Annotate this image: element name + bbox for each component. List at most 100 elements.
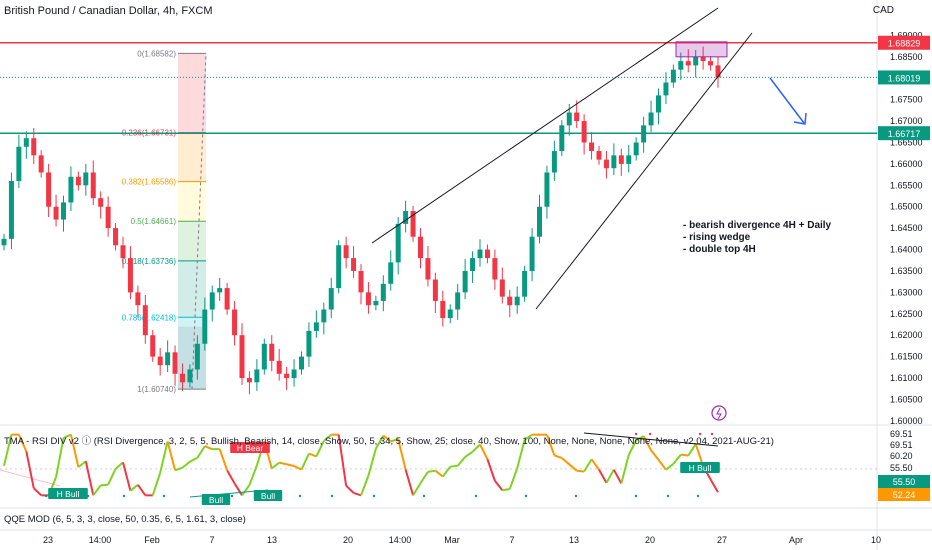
rsi-segment — [69, 434, 80, 468]
candle-body — [693, 56, 699, 66]
fib-level-label: 0(1.68582) — [137, 49, 176, 58]
divergence-label-text: H Bear — [237, 443, 264, 453]
candle-body — [670, 69, 676, 83]
projection-arrow-line — [769, 77, 805, 124]
rsi-segment — [181, 460, 191, 469]
candle-body — [53, 206, 59, 220]
analysis-notes: - bearish divergence 4H + Daily - rising… — [683, 220, 831, 256]
y-tick-label: 1.65500 — [890, 180, 923, 190]
rsi-segment — [33, 487, 42, 497]
signal-dot — [298, 494, 302, 498]
candle-body — [403, 211, 409, 224]
x-tick-label: Feb — [144, 535, 160, 545]
candle-body — [425, 258, 431, 280]
rsi-segment — [218, 448, 229, 471]
candle-body — [313, 322, 319, 331]
candle-body — [358, 270, 364, 293]
y-tick-label: 1.65000 — [890, 202, 923, 212]
lightning-icon — [711, 405, 727, 421]
candle-body — [46, 172, 52, 207]
rsi-segment — [657, 459, 667, 471]
candle-body — [172, 352, 178, 374]
candle-body — [150, 335, 156, 357]
signal-dot — [230, 494, 234, 498]
candle-body — [633, 142, 639, 156]
candle-body — [291, 369, 297, 379]
signal-dot — [122, 494, 126, 498]
qqe-indicator-title[interactable]: QQE MOD (6, 5, 3, 3, close, 50, 0.35, 6,… — [4, 514, 246, 525]
signal-dot — [574, 494, 578, 498]
divergence-label-text: Bull — [261, 491, 275, 501]
rsi-segment — [100, 483, 109, 487]
rsi-segment — [598, 469, 608, 484]
rsi-segment — [17, 434, 28, 452]
rsi-axis-label: 55.50 — [890, 463, 913, 473]
wedge-upper-line — [371, 7, 719, 244]
rsi-segment — [412, 482, 422, 496]
rsi-segment — [159, 441, 169, 474]
x-tick-label: 14:00 — [89, 535, 112, 545]
candle-body — [254, 369, 260, 383]
candle-body — [641, 125, 647, 143]
divergence-label-text: Bull — [209, 495, 223, 505]
candle-body — [16, 146, 22, 182]
candle-body — [157, 356, 163, 366]
fib-zone — [178, 53, 206, 133]
candle-body — [90, 172, 96, 199]
y-tick-label: 1.60500 — [890, 394, 923, 404]
rsi-segment — [583, 458, 593, 472]
rsi-segment — [434, 469, 444, 478]
signal-dot — [666, 494, 670, 498]
signal-dot — [422, 494, 426, 498]
rsi-axis-label: 69.51 — [890, 440, 913, 450]
rsi-segment — [226, 469, 236, 484]
x-tick-label: 27 — [717, 535, 727, 545]
candle-body — [246, 378, 252, 383]
rsi-segment — [576, 469, 585, 473]
candle-body — [678, 61, 684, 70]
candles — [1, 46, 721, 395]
candle-body — [321, 309, 327, 323]
candle-body — [165, 352, 171, 366]
rsi-segment — [241, 484, 251, 496]
rsi-segment — [524, 433, 533, 441]
signal-dot — [696, 494, 700, 498]
y-tick-label: 1.61000 — [890, 373, 923, 383]
rsi-badge-text: 55.50 — [893, 477, 916, 487]
signal-dot — [372, 494, 376, 498]
candle-body — [120, 245, 126, 259]
candle-body — [23, 138, 29, 147]
signal-dot — [634, 494, 638, 498]
x-tick-label: Apr — [789, 535, 803, 545]
rsi-segment — [612, 469, 623, 485]
candle-body — [440, 300, 446, 319]
candle-body — [61, 202, 66, 220]
rsi-segment — [561, 457, 570, 466]
candle-body — [618, 155, 624, 164]
candle-body — [105, 206, 111, 229]
candle-body — [648, 112, 654, 126]
rsi-segment — [204, 445, 213, 451]
rsi-indicator-title[interactable]: TMA - RSI DIV v2 ⓘ (RSI Divergence, 3, 2… — [4, 436, 774, 447]
candle-body — [507, 296, 513, 306]
y-tick-label: 1.66000 — [890, 159, 923, 169]
wedge-lower-line — [535, 32, 753, 310]
candle-body — [351, 258, 357, 271]
rsi-segment — [337, 434, 348, 486]
rsi-segment — [627, 439, 638, 456]
candle-body — [455, 292, 461, 310]
rsi-segment — [278, 461, 287, 466]
y-tick-label: 1.67000 — [890, 116, 923, 126]
candle-body — [365, 292, 371, 306]
candle-body — [447, 309, 453, 319]
signal-dot — [698, 432, 702, 436]
candle-body — [269, 343, 275, 361]
price-badge-text: 1.68829 — [888, 39, 921, 49]
candle-body — [418, 236, 423, 259]
fib-zone — [178, 260, 206, 318]
rsi-segment — [151, 472, 162, 496]
rsi-segment — [397, 439, 407, 470]
candle-body — [68, 176, 74, 203]
note-bearish-divergence: - bearish divergence 4H + Daily — [683, 220, 832, 231]
